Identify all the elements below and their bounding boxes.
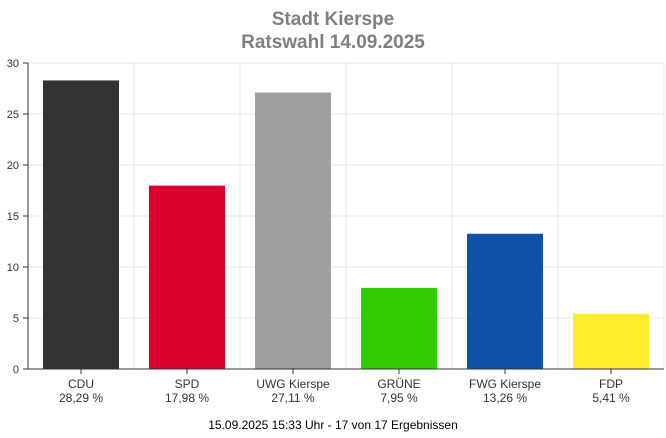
x-tick-label-2: UWG Kierspe [256, 377, 330, 391]
bar-4 [467, 233, 543, 369]
x-tick-label-0: CDU [68, 377, 94, 391]
bar-2 [255, 92, 331, 369]
x-value-label-4: 13,26 % [483, 391, 527, 405]
x-value-label-0: 28,29 % [59, 391, 103, 405]
x-tick-label-4: FWG Kierspe [469, 377, 541, 391]
x-tick-label-5: FDP [599, 377, 623, 391]
x-value-label-3: 7,95 % [380, 391, 418, 405]
x-value-label-5: 5,41 % [592, 391, 630, 405]
chart-title: Stadt Kierspe Ratswahl 14.09.2025 [0, 8, 666, 54]
x-tick-label-3: GRÜNE [377, 377, 420, 391]
footer-status: 15.09.2025 15:33 Uhr - 17 von 17 Ergebni… [208, 418, 458, 432]
bar-3 [361, 287, 437, 369]
y-tick-label-6: 30 [7, 58, 19, 70]
y-tick-label-0: 0 [13, 364, 19, 376]
bar-5 [573, 313, 649, 369]
chart-title-line: Stadt Kierspe [271, 9, 395, 30]
bar-0 [43, 80, 119, 369]
y-tick-label-1: 5 [13, 313, 19, 325]
y-tick-label-5: 25 [7, 109, 19, 121]
y-tick-label-3: 15 [7, 211, 19, 223]
x-value-label-1: 17,98 % [165, 391, 209, 405]
y-tick-label-2: 10 [7, 262, 19, 274]
x-value-label-2: 27,11 % [271, 391, 314, 405]
y-tick-label-4: 20 [7, 160, 19, 172]
x-tick-label-1: SPD [175, 377, 200, 391]
chart-subtitle-line: Ratswahl 14.09.2025 [241, 32, 425, 53]
bar-1 [149, 185, 225, 369]
